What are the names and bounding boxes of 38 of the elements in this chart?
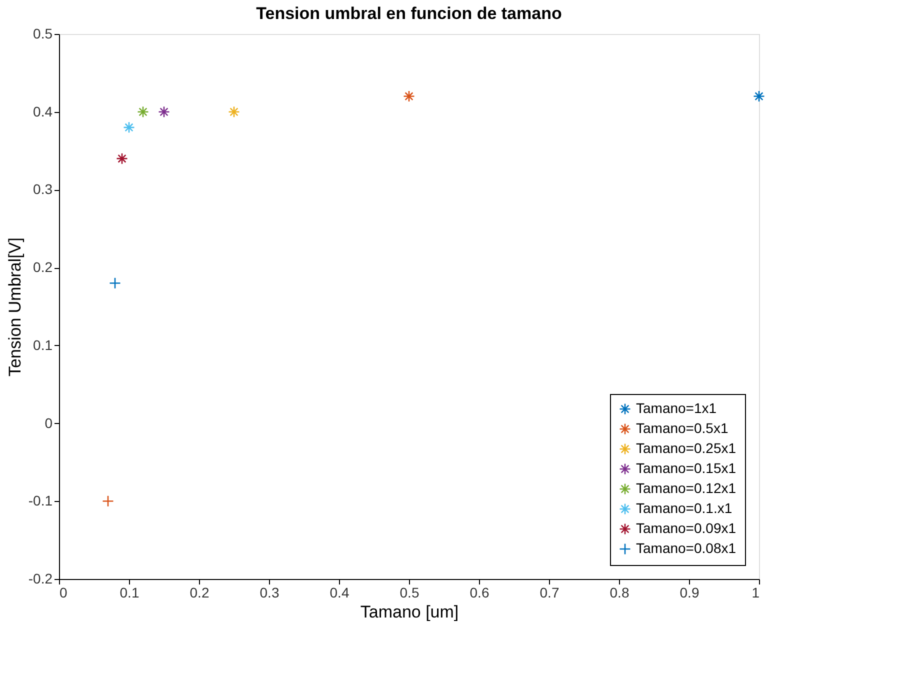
point (109, 277, 121, 290)
y-tick-label: -0.2 (28, 570, 53, 586)
x-tick-label: 0.4 (330, 584, 350, 600)
x-tick-label: 0.6 (470, 584, 490, 600)
legend-label: Tamano=0.5x1 (636, 420, 728, 436)
point (228, 106, 240, 118)
x-tick-label: 0 (60, 584, 68, 600)
point (753, 90, 765, 102)
x-tick-label: 1 (752, 584, 760, 600)
y-tick-label: -0.1 (28, 492, 53, 509)
y-tick-label: 0.4 (33, 103, 53, 120)
x-axis-title: Tamano [um] (360, 602, 459, 622)
chart-title: Tension umbral en funcion de tamano (256, 4, 562, 23)
y-tick-label: 0.2 (33, 259, 53, 276)
point (403, 90, 415, 102)
legend-label: Tamano=0.1.x1 (636, 500, 732, 516)
legend-label: Tamano=0.12x1 (636, 480, 736, 496)
x-tick-label: 0.2 (190, 584, 210, 600)
x-tick-label: 0.5 (400, 584, 420, 600)
x-tick-label: 0.9 (680, 584, 700, 600)
point (158, 106, 170, 118)
y-axis-title: Tension Umbral[V] (5, 238, 24, 376)
y-tick-label: 0.5 (33, 26, 53, 42)
x-tick-label: 0.7 (540, 584, 560, 600)
x-tick-label: 0.8 (610, 584, 630, 600)
legend-label: Tamano=0.15x1 (636, 460, 736, 476)
legend-label: Tamano=0.25x1 (636, 440, 736, 456)
legend-label: Tamano=0.08x1 (636, 540, 736, 556)
point (123, 122, 135, 134)
y-tick-label: 0.3 (33, 181, 53, 198)
x-tick-label: 0.3 (260, 584, 280, 600)
legend-label: Tamano=1x1 (636, 400, 717, 416)
point (116, 152, 128, 164)
y-tick-label: 0 (44, 414, 53, 431)
x-tick-label: 0.1 (120, 584, 140, 600)
point (137, 106, 149, 118)
y-tick-label: 0.1 (33, 336, 53, 353)
legend-label: Tamano=0.09x1 (636, 520, 736, 536)
